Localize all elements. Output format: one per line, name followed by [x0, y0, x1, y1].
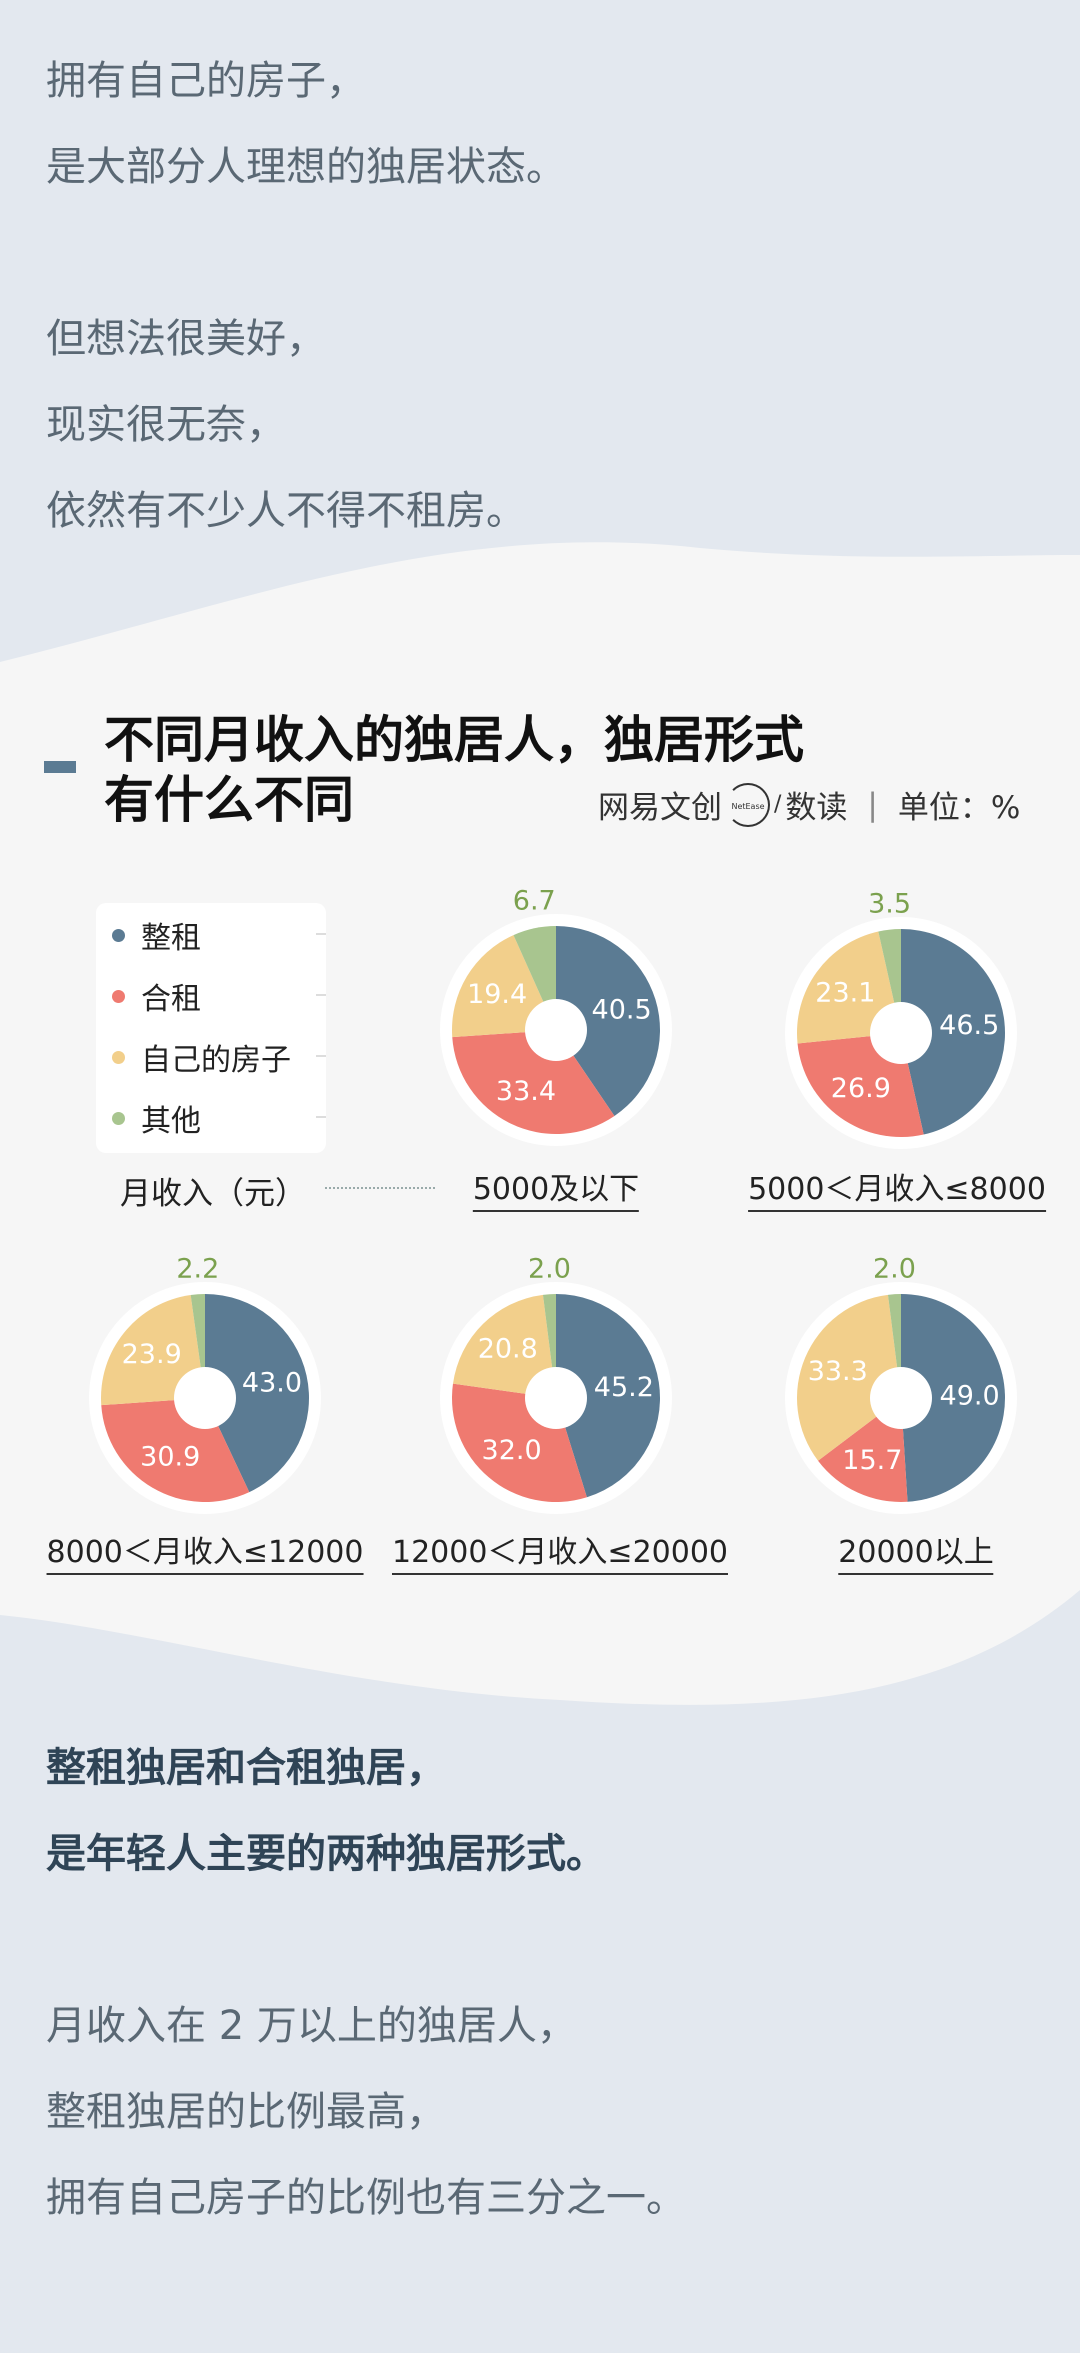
- intro-line: 但想法很美好，: [46, 316, 326, 362]
- pie-hole: [525, 1367, 587, 1429]
- pie-value-label: 43.0: [242, 1368, 302, 1399]
- pie-value-label: 45.2: [594, 1372, 654, 1403]
- pie-value-label: 2.0: [873, 1254, 916, 1285]
- pie-value-label: 3.5: [868, 889, 911, 920]
- conclusion-line: 整租独居的比例最高，: [46, 2089, 446, 2135]
- pie-slice-1: [556, 1294, 660, 1498]
- pie-slice-1: [556, 926, 660, 1117]
- legend-swatch: [112, 928, 125, 942]
- pie-title: 5000＜月收入≤8000: [748, 1164, 1046, 1212]
- pie-value-label: 40.5: [592, 994, 652, 1025]
- source-right: 数读: [785, 790, 848, 826]
- pie-value-label: 6.7: [513, 886, 556, 917]
- pie-slice-3: [797, 931, 901, 1044]
- source-credit: 网易文创 NetEase / 数读 | 单位：%: [598, 782, 1020, 827]
- chart-legend: 整租 合租 自己的房子 其他: [96, 903, 326, 1153]
- pie-value-label: 46.5: [939, 1010, 999, 1041]
- legend-swatch: [112, 1050, 125, 1064]
- pie-value-label: 15.7: [842, 1445, 902, 1476]
- pie-slice-1: [901, 929, 1006, 1135]
- pie-value-label: 33.3: [808, 1356, 868, 1387]
- income-axis-label: 月收入（元）: [120, 1176, 306, 1212]
- pie-charts: 40.5 33.4 19.4 6.7 46.5 26.9 23.1 3.5 43.0 30.9 23…: [89, 886, 1017, 1514]
- pie-hole: [870, 1002, 932, 1064]
- conclusion-line: 拥有自己房子的比例也有三分之一。: [46, 2175, 686, 2221]
- pie-value-label: 2.2: [176, 1254, 219, 1285]
- pie-slice-3: [452, 1294, 556, 1398]
- legend-swatch: [112, 1111, 125, 1125]
- pie-value-label: 32.0: [482, 1435, 542, 1466]
- dotted-connector: [325, 1187, 435, 1189]
- pie-slice-3: [451, 935, 556, 1038]
- netease-logo-icon: NetEase: [726, 782, 770, 827]
- conclusion-bold-line: 是年轻人主要的两种独居形式。: [46, 1831, 606, 1877]
- pie-value-label: 30.9: [140, 1442, 200, 1473]
- pie-hole: [525, 999, 587, 1061]
- pie-value-label: 23.1: [815, 977, 875, 1008]
- pie-title: 8000＜月收入≤12000: [46, 1527, 364, 1575]
- legend-item: 合租: [112, 976, 201, 1017]
- pie-value-label: 33.4: [496, 1076, 556, 1107]
- legend-item: 自己的房子: [112, 1037, 291, 1078]
- pie-slice-3: [101, 1294, 205, 1406]
- pie-slice-1: [901, 1294, 1006, 1502]
- conclusion-bold-line: 整租独居和合租独居，: [46, 1745, 446, 1791]
- unit-label: 单位：%: [897, 790, 1021, 826]
- legend-swatch: [112, 989, 125, 1003]
- conclusion-line: 月收入在 2 万以上的独居人，: [46, 2003, 577, 2049]
- pie-title: 5000及以下: [472, 1164, 640, 1212]
- legend-item: 整租: [112, 915, 201, 956]
- pie-hole: [174, 1367, 236, 1429]
- title-accent-bar: [44, 761, 76, 773]
- pie-slice-1: [205, 1294, 309, 1493]
- intro-line: 现实很无奈，: [46, 402, 286, 448]
- pie-slice-2: [452, 1030, 615, 1134]
- pie-title: 20000以上: [838, 1527, 994, 1575]
- pie-value-label: 2.0: [528, 1254, 571, 1285]
- chart-title: 不同月收入的独居人，独居形式 有什么不同: [104, 711, 804, 829]
- intro-line: 是大部分人理想的独居状态。: [46, 144, 566, 190]
- pie-value-label: 23.9: [122, 1339, 182, 1370]
- intro-line: 拥有自己的房子，: [46, 58, 366, 104]
- pie-value-label: 20.8: [478, 1334, 538, 1365]
- pie-hole: [870, 1367, 932, 1429]
- pie-value-label: 26.9: [831, 1073, 891, 1104]
- intro-line: 依然有不少人不得不租房。: [46, 488, 526, 534]
- pie-slice-3: [797, 1294, 901, 1461]
- pie-title: 12000＜月收入≤20000: [391, 1527, 729, 1575]
- conclusion-text: 整租独居和合租独居， 是年轻人主要的两种独居形式。 月收入在 2 万以上的独居人…: [46, 1735, 686, 2251]
- pie-value-label: 49.0: [940, 1380, 1000, 1411]
- source-left: 网易文创: [598, 790, 722, 826]
- legend-item: 其他: [112, 1098, 201, 1139]
- pie-value-label: 19.4: [467, 979, 527, 1010]
- intro-text: 拥有自己的房子， 是大部分人理想的独居状态。 但想法很美好， 现实很无奈， 依然…: [46, 48, 566, 564]
